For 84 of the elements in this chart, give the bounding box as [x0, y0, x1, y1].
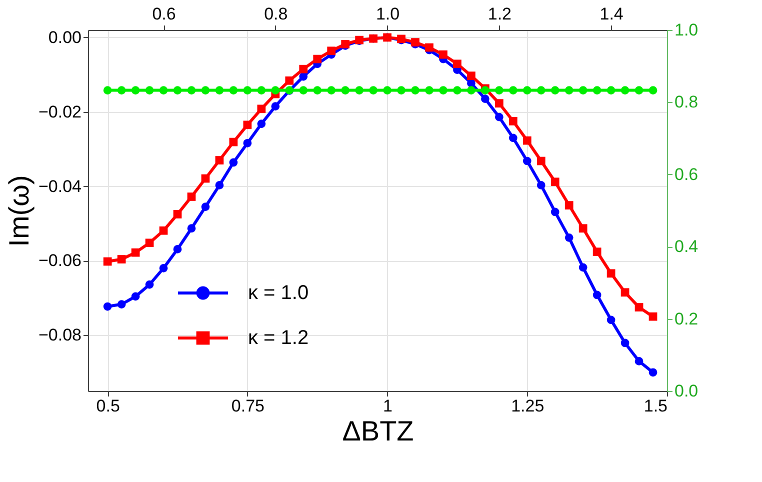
- point: [299, 72, 308, 81]
- y-tick-label: −0.02: [38, 102, 82, 122]
- point: [215, 181, 224, 190]
- point: [103, 257, 112, 266]
- point: [606, 269, 616, 278]
- point: [592, 248, 602, 256]
- y-tick-label: −0.08: [38, 326, 82, 345]
- point: [271, 102, 280, 110]
- x-tick-label: 1: [383, 396, 393, 416]
- point: [592, 290, 602, 300]
- x2-tick-label: 1.0: [376, 4, 400, 24]
- point: [536, 181, 546, 190]
- point: [439, 50, 448, 59]
- y2-tick-label: 0.6: [674, 164, 698, 184]
- y2-tick-label: 0.8: [674, 92, 698, 112]
- point: [467, 72, 476, 80]
- point: [634, 357, 644, 366]
- point: [564, 201, 574, 210]
- x2-tick-label: 0.8: [264, 4, 288, 24]
- point: [648, 312, 658, 321]
- point: [159, 264, 168, 272]
- legend-label: κ = 1.2: [248, 327, 309, 349]
- point: [550, 208, 560, 216]
- point: [481, 94, 490, 104]
- x-tick-label: 1.5: [644, 396, 668, 416]
- point: [578, 263, 588, 272]
- point: [550, 178, 560, 186]
- y2-tick-label: 0.0: [674, 382, 698, 400]
- x2-tick-label: 0.6: [152, 4, 176, 24]
- point: [117, 255, 126, 264]
- point: [453, 60, 462, 68]
- point: [508, 116, 518, 126]
- point: [564, 233, 574, 242]
- x-axis-title: ΔBTZ: [342, 416, 414, 446]
- point: [620, 288, 630, 297]
- point: [145, 280, 154, 289]
- point: [536, 156, 546, 166]
- point: [257, 104, 266, 114]
- y2-tick-label: 1.0: [674, 20, 698, 40]
- x2-tick-label: 1.2: [488, 4, 512, 24]
- point: [606, 316, 616, 324]
- point: [648, 368, 658, 377]
- y-tick-label: −0.06: [38, 251, 82, 270]
- x-tick-label: 1.25: [511, 396, 544, 416]
- y-axis-title: Im(ω): [3, 175, 34, 247]
- point: [313, 54, 322, 64]
- point: [494, 112, 504, 122]
- point: [508, 134, 518, 142]
- point: [494, 99, 504, 108]
- point: [145, 238, 154, 248]
- point: [243, 120, 252, 130]
- point: [522, 136, 532, 145]
- point: [620, 338, 630, 348]
- y2-tick-label: 0.2: [674, 309, 698, 328]
- point: [201, 202, 210, 211]
- point: [257, 120, 266, 128]
- legend-label: κ = 1.0: [248, 282, 309, 304]
- y2-tick-label: 0.4: [674, 237, 698, 256]
- point: [299, 64, 308, 74]
- x2-tick-label: 1.4: [600, 4, 624, 24]
- y-tick-label: −0.04: [38, 176, 82, 196]
- x-tick-label: 0.5: [96, 396, 120, 416]
- point: [243, 138, 252, 148]
- point: [215, 156, 224, 164]
- point: [103, 302, 112, 311]
- point: [159, 226, 168, 235]
- point: [117, 300, 126, 308]
- y-tick-label: 0.00: [48, 28, 82, 47]
- point: [285, 76, 294, 85]
- point: [327, 46, 336, 56]
- x-tick-label: 0.75: [231, 396, 264, 416]
- point: [173, 210, 182, 218]
- point: [229, 138, 238, 146]
- point: [173, 245, 182, 254]
- point: [131, 248, 140, 257]
- point: [578, 224, 588, 233]
- point: [634, 303, 644, 312]
- point: [425, 43, 434, 52]
- point: [187, 224, 196, 233]
- point: [131, 292, 140, 301]
- point: [187, 192, 196, 201]
- point: [522, 156, 532, 166]
- point: [201, 174, 210, 183]
- point: [229, 158, 238, 167]
